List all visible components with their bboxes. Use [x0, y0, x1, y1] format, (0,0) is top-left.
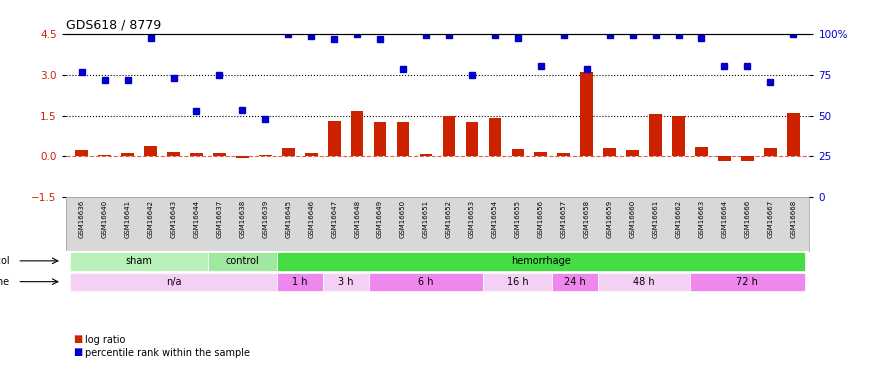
Text: GSM16646: GSM16646 — [308, 200, 314, 238]
Bar — [741, 156, 753, 161]
Text: hemorrhage: hemorrhage — [511, 256, 570, 266]
Text: control: control — [226, 256, 259, 266]
Text: 24 h: 24 h — [564, 277, 586, 286]
FancyBboxPatch shape — [552, 273, 598, 291]
Bar — [144, 146, 157, 156]
Text: protocol: protocol — [0, 256, 10, 266]
Bar — [374, 122, 387, 156]
Text: log ratio: log ratio — [85, 335, 125, 345]
Text: GSM16640: GSM16640 — [102, 200, 108, 238]
Bar — [304, 153, 318, 156]
Text: GSM16647: GSM16647 — [332, 200, 337, 238]
Text: GSM16658: GSM16658 — [584, 200, 590, 238]
Text: GSM16642: GSM16642 — [148, 200, 153, 238]
Text: GSM16664: GSM16664 — [722, 200, 727, 238]
Bar — [488, 118, 501, 156]
Text: GSM16667: GSM16667 — [767, 200, 774, 238]
Text: GSM16652: GSM16652 — [446, 200, 452, 238]
Text: GSM16641: GSM16641 — [124, 200, 130, 238]
FancyBboxPatch shape — [483, 273, 552, 291]
Bar — [649, 114, 662, 156]
Text: ■: ■ — [73, 348, 82, 357]
Bar — [190, 153, 203, 156]
Bar — [512, 149, 524, 156]
Text: 6 h: 6 h — [418, 277, 434, 286]
Text: GSM16643: GSM16643 — [171, 200, 177, 238]
Text: percentile rank within the sample: percentile rank within the sample — [85, 348, 250, 358]
FancyBboxPatch shape — [276, 252, 805, 271]
FancyBboxPatch shape — [690, 273, 805, 291]
Text: GSM16644: GSM16644 — [193, 200, 200, 238]
Text: GSM16663: GSM16663 — [698, 200, 704, 238]
Text: GSM16657: GSM16657 — [561, 200, 567, 238]
Text: GSM16660: GSM16660 — [630, 200, 635, 238]
Bar — [122, 153, 134, 156]
Bar — [236, 156, 248, 158]
Text: GSM16650: GSM16650 — [400, 200, 406, 238]
FancyBboxPatch shape — [368, 273, 483, 291]
Text: GSM16636: GSM16636 — [79, 200, 85, 238]
Text: ■: ■ — [73, 334, 82, 344]
Text: GSM16662: GSM16662 — [676, 200, 682, 238]
Text: 1 h: 1 h — [292, 277, 307, 286]
FancyBboxPatch shape — [70, 273, 276, 291]
Text: GSM16638: GSM16638 — [240, 200, 245, 238]
Bar — [535, 152, 547, 156]
Text: 72 h: 72 h — [737, 277, 759, 286]
Bar — [626, 150, 639, 156]
Bar — [75, 150, 88, 156]
Text: GSM16661: GSM16661 — [653, 200, 659, 238]
Bar — [443, 116, 455, 156]
Bar — [718, 156, 731, 161]
Bar — [557, 153, 570, 156]
Bar — [167, 152, 180, 156]
Bar — [672, 116, 685, 156]
Text: 48 h: 48 h — [634, 277, 654, 286]
Bar — [282, 148, 295, 156]
Bar — [328, 121, 340, 156]
FancyBboxPatch shape — [70, 252, 208, 271]
FancyBboxPatch shape — [598, 273, 690, 291]
Text: GSM16666: GSM16666 — [745, 200, 751, 238]
Text: 16 h: 16 h — [507, 277, 528, 286]
Text: GSM16654: GSM16654 — [492, 200, 498, 238]
Text: GSM16648: GSM16648 — [354, 200, 360, 238]
Bar — [604, 148, 616, 156]
Bar — [695, 147, 708, 156]
Text: GSM16637: GSM16637 — [216, 200, 222, 238]
Text: time: time — [0, 277, 10, 286]
Text: GSM16655: GSM16655 — [514, 200, 521, 238]
Text: GSM16651: GSM16651 — [423, 200, 429, 238]
Bar — [214, 153, 226, 156]
FancyBboxPatch shape — [208, 252, 276, 271]
Text: GSM16659: GSM16659 — [606, 200, 612, 238]
Bar — [98, 155, 111, 156]
Bar — [466, 122, 479, 156]
FancyBboxPatch shape — [276, 273, 323, 291]
Bar — [351, 111, 363, 156]
Text: GSM16639: GSM16639 — [262, 200, 269, 238]
Text: GDS618 / 8779: GDS618 / 8779 — [66, 18, 161, 31]
Text: GSM16653: GSM16653 — [469, 200, 475, 238]
Bar — [420, 154, 432, 156]
Text: GSM16656: GSM16656 — [538, 200, 543, 238]
Bar — [764, 148, 777, 156]
Text: GSM16645: GSM16645 — [285, 200, 291, 238]
FancyBboxPatch shape — [323, 273, 368, 291]
Text: GSM16668: GSM16668 — [790, 200, 796, 238]
Text: n/a: n/a — [165, 277, 181, 286]
Text: 3 h: 3 h — [338, 277, 354, 286]
Text: sham: sham — [126, 256, 152, 266]
Bar — [259, 154, 271, 156]
Text: GSM16649: GSM16649 — [377, 200, 383, 238]
Bar — [396, 122, 410, 156]
Bar — [580, 72, 593, 156]
Bar — [787, 113, 800, 156]
